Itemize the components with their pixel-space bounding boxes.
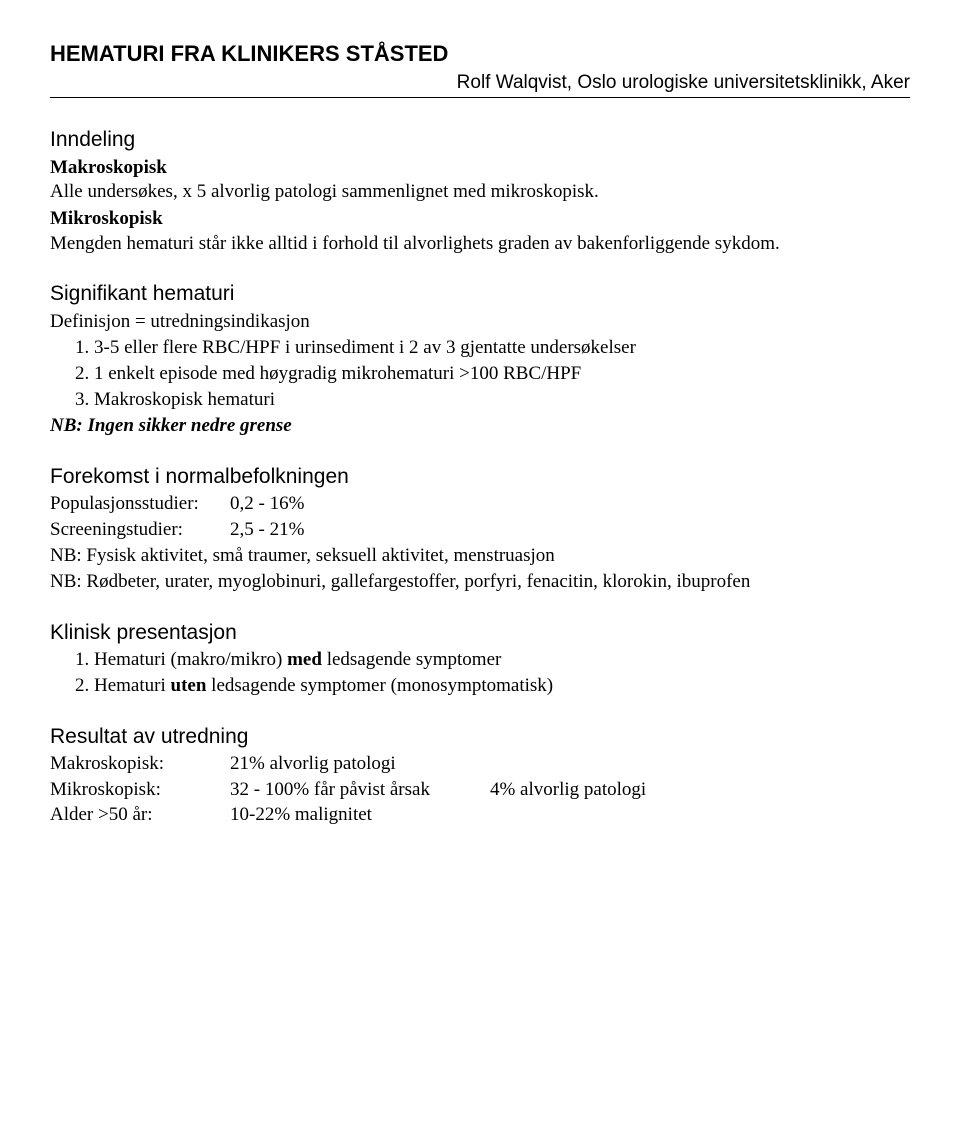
row-screening: Screeningstudier: 2,5 - 21% [50,518,910,543]
subheading-makroskopisk: Makroskopisk [50,156,910,181]
heading-inndeling: Inndeling [50,126,910,153]
list-item: 1 enkelt episode med høygradig mikrohema… [94,362,910,387]
list-item: 3-5 eller flere RBC/HPF i urinsediment i… [94,336,910,361]
value-makroskopisk: 21% alvorlig patologi [230,752,396,777]
value-mikroskopisk: 32 - 100% får påvist årsak [230,778,430,803]
value-screening: 2,5 - 21% [230,518,304,543]
nb-line-1: NB: Fysisk aktivitet, små traumer, seksu… [50,544,910,569]
document-title: HEMATURI FRA KLINIKERS STÅSTED [50,40,910,69]
label-screening: Screeningstudier: [50,518,230,543]
text-fragment: Hematuri [94,675,171,696]
list-item: Hematuri (makro/mikro) med ledsagende sy… [94,648,910,673]
heading-signifikant: Signifikant hematuri [50,280,910,307]
text-bold: med [287,649,322,670]
row-mikroskopisk: Mikroskopisk: 32 - 100% får påvist årsak… [50,778,910,803]
label-populasjon: Populasjonsstudier: [50,492,230,517]
row-populasjon: Populasjonsstudier: 0,2 - 16% [50,492,910,517]
heading-resultat: Resultat av utredning [50,723,910,750]
text-fragment: ledsagende symptomer [322,649,501,670]
list-item: Hematuri uten ledsagende symptomer (mono… [94,674,910,699]
heading-klinisk: Klinisk presentasjon [50,619,910,646]
label-makroskopisk: Makroskopisk: [50,752,230,777]
author-line: Rolf Walqvist, Oslo urologiske universit… [50,71,910,99]
section-klinisk: Klinisk presentasjon Hematuri (makro/mik… [50,619,910,699]
label-mikroskopisk: Mikroskopisk: [50,778,230,803]
text-makroskopisk: Alle undersøkes, x 5 alvorlig patologi s… [50,180,910,205]
list-item: Makroskopisk hematuri [94,388,910,413]
row-alder: Alder >50 år: 10-22% malignitet [50,803,910,828]
heading-forekomst: Forekomst i normalbefolkningen [50,463,910,490]
signifikant-list: 3-5 eller flere RBC/HPF i urinsediment i… [50,336,910,412]
nb-line-2: NB: Rødbeter, urater, myoglobinuri, gall… [50,570,910,595]
value-alder: 10-22% malignitet [230,803,372,828]
klinisk-list: Hematuri (makro/mikro) med ledsagende sy… [50,648,910,698]
text-bold: uten [171,675,207,696]
text-mikroskopisk: Mengden hematuri står ikke alltid i forh… [50,232,910,257]
subheading-mikroskopisk: Mikroskopisk [50,207,910,232]
section-forekomst: Forekomst i normalbefolkningen Populasjo… [50,463,910,595]
definition-line: Definisjon = utredningsindikasjon [50,310,910,335]
section-signifikant: Signifikant hematuri Definisjon = utredn… [50,280,910,439]
nb-note: NB: Ingen sikker nedre grense [50,414,910,439]
value-mikroskopisk-extra: 4% alvorlig patologi [490,778,646,803]
text-fragment: Hematuri (makro/mikro) [94,649,287,670]
label-alder: Alder >50 år: [50,803,230,828]
section-inndeling: Inndeling Makroskopisk Alle undersøkes, … [50,126,910,256]
text-fragment: ledsagende symptomer (monosymptomatisk) [206,675,553,696]
section-resultat: Resultat av utredning Makroskopisk: 21% … [50,723,910,828]
row-makroskopisk: Makroskopisk: 21% alvorlig patologi [50,752,910,777]
value-populasjon: 0,2 - 16% [230,492,304,517]
